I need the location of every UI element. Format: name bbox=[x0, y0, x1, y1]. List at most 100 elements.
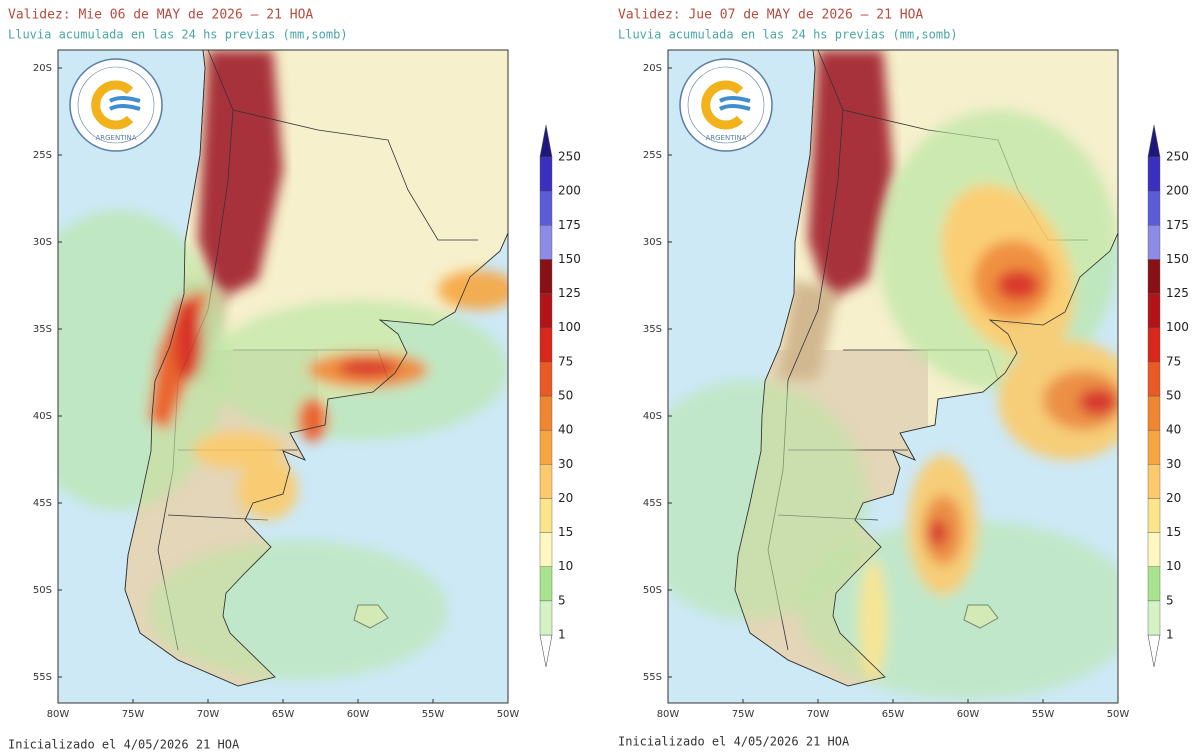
colorbar-label: 50 bbox=[558, 389, 573, 403]
panel-title: Validez: Mie 06 de MAY de 2026 – 21 HOA bbox=[8, 8, 313, 23]
lon-label: 80W bbox=[47, 709, 70, 720]
logo-text: ARGENTINA bbox=[705, 134, 746, 142]
lon-label: 75W bbox=[732, 709, 755, 720]
lon-label: 65W bbox=[882, 709, 905, 720]
lon-label: 50W bbox=[1107, 709, 1130, 720]
colorbar-segment bbox=[1147, 429, 1161, 465]
colorbar-label: 5 bbox=[558, 593, 566, 607]
lat-label: 45S bbox=[643, 498, 662, 509]
lon-label: 60W bbox=[957, 709, 980, 720]
panel-title: Validez: Jue 07 de MAY de 2026 – 21 HOA bbox=[618, 8, 923, 23]
colorbar-segment bbox=[539, 395, 553, 431]
colorbar-segment bbox=[1147, 293, 1161, 328]
colorbar-label: 15 bbox=[1166, 525, 1181, 539]
colorbar-label: 100 bbox=[558, 320, 581, 334]
colorbar-label: 150 bbox=[1166, 252, 1189, 266]
colorbar-label: 200 bbox=[1166, 184, 1189, 198]
panel-subtitle: Lluvia acumulada en las 24 hs previas (m… bbox=[618, 28, 958, 42]
colorbar-end bbox=[1147, 634, 1161, 668]
lat-label: 55S bbox=[643, 672, 662, 683]
panel-subtitle: Lluvia acumulada en las 24 hs previas (m… bbox=[8, 28, 348, 42]
map-panel: ARGENTINA bbox=[667, 49, 1119, 704]
colorbar-segment bbox=[539, 532, 553, 567]
colorbar-label: 40 bbox=[1166, 423, 1181, 437]
colorbar-end bbox=[539, 124, 553, 158]
lat-label: 40S bbox=[33, 411, 52, 422]
colorbar-segment bbox=[1147, 532, 1161, 567]
lat-label: 25S bbox=[643, 150, 662, 161]
footer: Inicializado el 4/05/2026 21 HOA bbox=[8, 738, 240, 752]
colorbar-label: 30 bbox=[1166, 457, 1181, 471]
colorbar-segment bbox=[1147, 361, 1161, 397]
colorbar-segment bbox=[1147, 498, 1161, 533]
colorbar-segment bbox=[539, 600, 553, 636]
colorbar-segment bbox=[1147, 225, 1161, 260]
lat-label: 35S bbox=[643, 324, 662, 335]
colorbar-segment bbox=[539, 225, 553, 260]
colorbar-segment bbox=[539, 498, 553, 533]
lat-label: 25S bbox=[33, 150, 52, 161]
colorbar-label: 150 bbox=[558, 252, 581, 266]
colorbar-label: 40 bbox=[558, 423, 573, 437]
map-panel: ARGENTINA bbox=[57, 49, 509, 704]
lat-label: 20S bbox=[33, 63, 52, 74]
colorbar-label: 1 bbox=[558, 628, 566, 642]
colorbar-label: 5 bbox=[1166, 593, 1174, 607]
lat-label: 50S bbox=[643, 585, 662, 596]
colorbar-label: 175 bbox=[1166, 218, 1189, 232]
logo: ARGENTINA bbox=[679, 58, 773, 152]
lat-label: 35S bbox=[33, 324, 52, 335]
lat-labels: 20S 25S 30S 35S 40S 45S 50S 55S bbox=[643, 63, 672, 683]
colorbar-segment bbox=[1147, 600, 1161, 636]
colorbar-label: 50 bbox=[1166, 389, 1181, 403]
lat-label: 30S bbox=[33, 237, 52, 248]
colorbar-label: 75 bbox=[1166, 354, 1181, 368]
colorbar-label: 10 bbox=[558, 559, 573, 573]
colorbar-label: 15 bbox=[558, 525, 573, 539]
lat-label: 40S bbox=[643, 411, 662, 422]
colorbar-label: 250 bbox=[558, 150, 581, 164]
colorbar-segment bbox=[539, 361, 553, 397]
lon-label: 70W bbox=[807, 709, 830, 720]
colorbar-segment bbox=[539, 190, 553, 226]
colorbar-label: 125 bbox=[1166, 286, 1189, 300]
colorbar-label: 125 bbox=[558, 286, 581, 300]
colorbar-segment bbox=[1147, 156, 1161, 192]
colorbar-label: 75 bbox=[558, 354, 573, 368]
lat-label: 45S bbox=[33, 498, 52, 509]
logo: ARGENTINA bbox=[69, 58, 163, 152]
lat-label: 55S bbox=[33, 672, 52, 683]
lon-label: 70W bbox=[197, 709, 220, 720]
colorbar-segment bbox=[539, 156, 553, 192]
lon-label: 55W bbox=[1032, 709, 1055, 720]
colorbar-segment bbox=[539, 429, 553, 465]
colorbar-segment bbox=[1147, 259, 1161, 294]
lon-label: 50W bbox=[497, 709, 520, 720]
colorbar-segment bbox=[539, 259, 553, 294]
colorbar-label: 250 bbox=[1166, 150, 1189, 164]
colorbar-segment bbox=[1147, 566, 1161, 602]
lon-label: 65W bbox=[272, 709, 295, 720]
colorbar-segment bbox=[539, 327, 553, 363]
colorbar-segment bbox=[539, 464, 553, 499]
colorbar-segment bbox=[1147, 395, 1161, 431]
colorbar-label: 175 bbox=[558, 218, 581, 232]
colorbar-label: 100 bbox=[1166, 320, 1189, 334]
lon-label: 60W bbox=[347, 709, 370, 720]
colorbar-label: 20 bbox=[558, 491, 573, 505]
colorbar-end bbox=[539, 634, 553, 668]
colorbar-label: 10 bbox=[1166, 559, 1181, 573]
colorbar-segment bbox=[539, 293, 553, 328]
lat-label: 50S bbox=[33, 585, 52, 596]
colorbar-segment bbox=[1147, 327, 1161, 363]
logo-text: ARGENTINA bbox=[95, 134, 136, 142]
footer: Inicializado el 4/05/2026 21 HOA bbox=[618, 735, 850, 749]
colorbar-segment bbox=[539, 566, 553, 602]
colorbar-label: 1 bbox=[1166, 628, 1174, 642]
lat-labels: 20S 25S 30S 35S 40S 45S 50S 55S bbox=[33, 63, 62, 683]
colorbar-label: 30 bbox=[558, 457, 573, 471]
lon-label: 80W bbox=[657, 709, 680, 720]
lon-label: 55W bbox=[422, 709, 445, 720]
